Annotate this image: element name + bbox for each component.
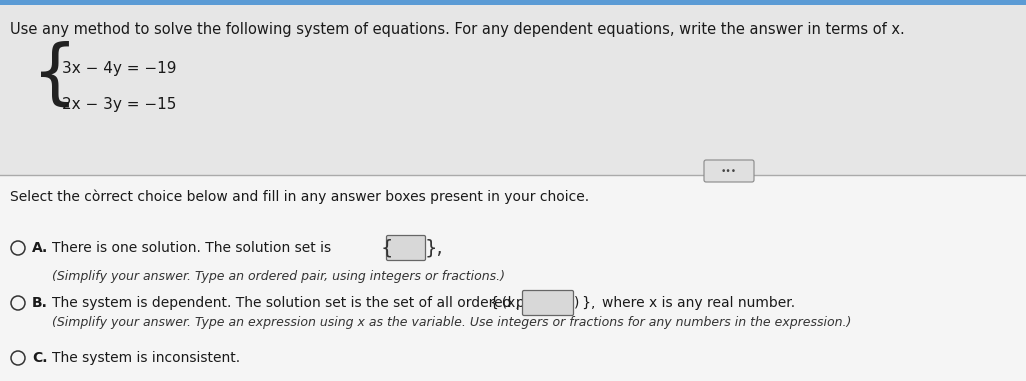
Text: ) },: ) }, [574, 296, 595, 310]
Text: C.: C. [32, 351, 47, 365]
FancyBboxPatch shape [522, 290, 574, 315]
Text: (Simplify your answer. Type an expression using x as the variable. Use integers : (Simplify your answer. Type an expressio… [52, 316, 852, 329]
Bar [0, 0, 1026, 5]
Text: The system is inconsistent.: The system is inconsistent. [52, 351, 240, 365]
Text: {: { [32, 40, 78, 109]
Text: {: { [381, 239, 393, 258]
Text: The system is dependent. The solution set is the set of all ordered pairs: The system is dependent. The solution se… [52, 296, 550, 310]
Text: There is one solution. The solution set is: There is one solution. The solution set … [52, 241, 331, 255]
Text: Use any method to solve the following system of equations. For any dependent equ: Use any method to solve the following sy… [10, 22, 905, 37]
Text: 3x − 4y = −19: 3x − 4y = −19 [62, 61, 176, 75]
Text: { (x,: { (x, [490, 296, 520, 310]
Text: •••: ••• [721, 166, 737, 176]
Text: },: }, [425, 239, 443, 258]
Text: 2x − 3y = −15: 2x − 3y = −15 [62, 98, 176, 112]
FancyBboxPatch shape [387, 235, 426, 261]
Bar [0, 0, 1026, 175]
Text: A.: A. [32, 241, 48, 255]
FancyBboxPatch shape [704, 160, 754, 182]
Text: B.: B. [32, 296, 48, 310]
Text: Select the còrrect choice below and fill in any answer boxes present in your cho: Select the còrrect choice below and fill… [10, 190, 589, 205]
Text: (Simplify your answer. Type an ordered pair, using integers or fractions.): (Simplify your answer. Type an ordered p… [52, 270, 505, 283]
Bar [0, 175, 1026, 381]
Text: where x is any real number.: where x is any real number. [602, 296, 795, 310]
